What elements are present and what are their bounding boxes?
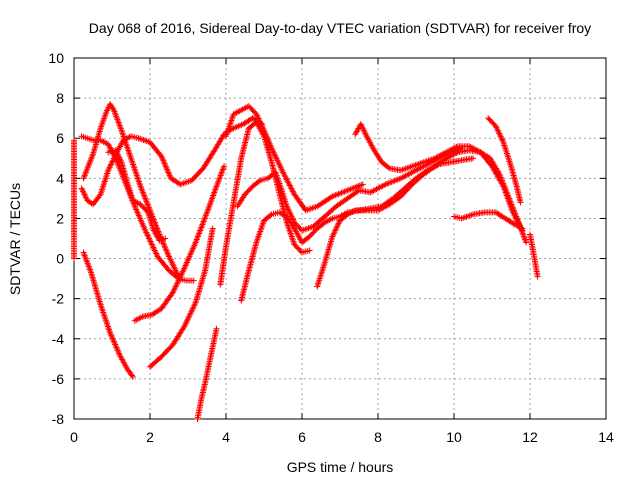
series-arc-6 — [105, 147, 169, 244]
data-point-markers — [71, 137, 77, 262]
y-tick-label: 4 — [56, 170, 64, 186]
data-point-markers — [234, 145, 465, 234]
data-point-markers — [78, 133, 142, 208]
y-tick-label: 2 — [56, 210, 64, 226]
data-point-markers — [527, 231, 541, 280]
series-arc-17 — [451, 209, 526, 232]
data-point-markers — [194, 325, 220, 422]
chart-title: Day 068 of 2016, Sidereal Day-to-day VTE… — [89, 20, 591, 36]
series-arc-12 — [223, 115, 266, 136]
x-tick-label: 10 — [446, 429, 462, 445]
y-tick-label: 6 — [56, 130, 64, 146]
y-axis-label: SDTVAR / TECUs — [7, 183, 23, 295]
series-arc-5 — [80, 249, 136, 380]
series-arc-14 — [238, 155, 476, 304]
data-point-markers — [352, 121, 526, 234]
x-axis-label: GPS time / hours — [287, 459, 394, 475]
x-tick-label: 8 — [374, 429, 382, 445]
data-point-markers — [135, 131, 228, 188]
tick-labels: 0 2 4 6 8 10 12 14 -8 -6 -4 -2 0 2 4 6 8 10 — [48, 50, 614, 445]
data-series — [71, 101, 541, 422]
series-arc-16 — [352, 121, 526, 234]
data-point-markers — [78, 133, 197, 284]
series-arc-3 — [78, 133, 142, 208]
data-point-markers — [451, 209, 526, 232]
x-tick-label: 2 — [146, 429, 154, 445]
series-arc-20 — [71, 137, 77, 262]
y-tick-label: -6 — [52, 371, 65, 387]
x-tick-label: 0 — [70, 429, 78, 445]
series-trace — [149, 228, 214, 368]
axis-ticks — [73, 57, 607, 420]
x-tick-label: 12 — [522, 429, 538, 445]
x-tick-label: 6 — [298, 429, 306, 445]
y-tick-label: 10 — [48, 50, 64, 66]
data-point-markers — [485, 115, 524, 206]
data-point-markers — [80, 249, 136, 380]
y-tick-label: -8 — [52, 411, 65, 427]
data-point-markers — [131, 163, 228, 324]
y-tick-label: -4 — [52, 331, 65, 347]
series-arc-9 — [194, 325, 220, 422]
series-arc-11 — [223, 103, 366, 214]
series-arc-1 — [78, 133, 197, 284]
series-arc-8 — [147, 225, 216, 370]
data-point-markers — [217, 119, 313, 288]
data-point-markers — [105, 147, 169, 244]
data-point-markers — [147, 225, 216, 370]
y-tick-label: -2 — [52, 291, 65, 307]
y-tick-label: 8 — [56, 90, 64, 106]
x-tick-label: 4 — [222, 429, 230, 445]
data-point-markers — [223, 115, 266, 136]
x-tick-label: 14 — [598, 429, 614, 445]
series-arc-7 — [131, 163, 228, 324]
series-arc-4 — [135, 131, 228, 188]
data-point-markers — [223, 103, 366, 214]
data-point-markers — [238, 155, 476, 304]
y-tick-label: 0 — [56, 251, 64, 267]
series-arc-13 — [234, 145, 465, 234]
series-arc-18 — [485, 115, 524, 206]
series-arc-19 — [527, 231, 541, 280]
